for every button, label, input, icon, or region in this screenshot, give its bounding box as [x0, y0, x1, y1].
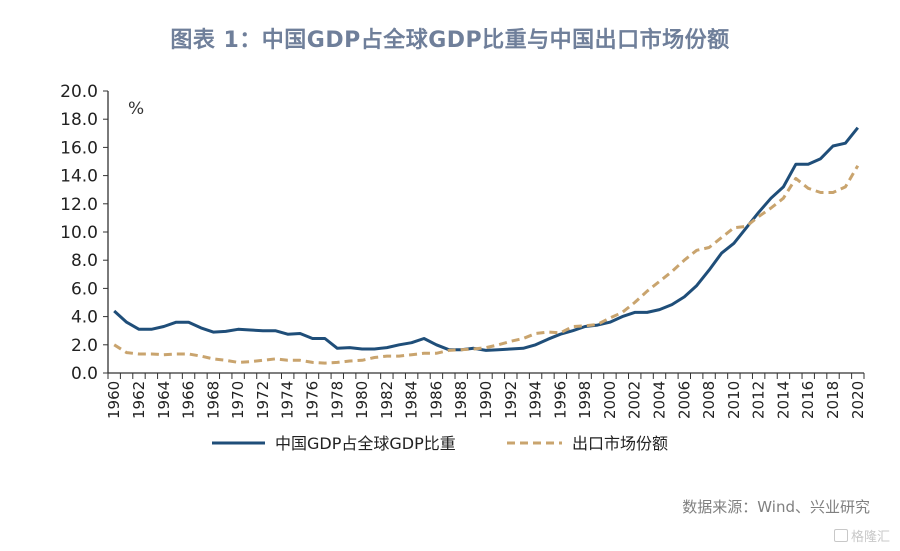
legend: 中国GDP占全球GDP比重 出口市场份额	[212, 434, 668, 453]
y-tick-label: 16.0	[60, 138, 98, 158]
x-tick-label: 2002	[626, 381, 644, 419]
x-tick-label: 1968	[204, 381, 222, 419]
x-tick-label: 1990	[477, 381, 495, 419]
y-tick-label: 6.0	[71, 279, 98, 299]
x-tick-label: 1960	[105, 381, 123, 419]
x-tick-label: 1966	[180, 381, 198, 419]
y-tick-label: 18.0	[60, 110, 98, 130]
x-tick-label: 1992	[502, 381, 520, 419]
series-line-export-share	[113, 164, 860, 365]
legend-label-export: 出口市场份额	[572, 434, 668, 453]
x-tick-label: 1974	[279, 381, 297, 419]
x-tick-label: 2018	[824, 381, 842, 419]
x-tick-label: 2012	[750, 381, 768, 419]
x-tick-label: 1996	[551, 381, 569, 419]
x-tick-label: 1962	[130, 381, 148, 419]
x-tick-label: 2008	[700, 381, 718, 419]
x-axis-ticks: 1960 1962 1964 1966 1968 1970 1972 1974 1976 1978…	[105, 373, 867, 419]
y-tick-label: 10.0	[60, 223, 98, 243]
watermark: 格隆汇	[833, 526, 890, 545]
x-tick-label: 1998	[576, 381, 594, 419]
chart-title: 图表 1：中国GDP占全球GDP比重与中国出口市场份额	[170, 28, 730, 53]
x-tick-label: 2000	[601, 381, 619, 419]
x-tick-label: 1982	[378, 381, 396, 419]
series-line-gdp-share	[113, 126, 859, 352]
x-tick-label: 2010	[725, 381, 743, 419]
watermark-logo-icon	[833, 529, 848, 542]
y-tick-label: 2.0	[71, 336, 98, 356]
y-tick-label: 14.0	[60, 167, 98, 187]
y-axis-unit-label: %	[128, 99, 144, 119]
y-tick-label: 12.0	[60, 195, 98, 215]
data-source-note: 数据来源：Wind、兴业研究	[682, 498, 870, 516]
series-lines	[113, 126, 860, 365]
x-tick-label: 1980	[353, 381, 371, 419]
watermark-text: 格隆汇	[850, 530, 890, 545]
x-tick-label: 1986	[427, 381, 445, 419]
y-tick-label: 8.0	[71, 251, 98, 271]
x-tick-label: 1978	[328, 381, 346, 419]
x-tick-label: 1972	[254, 381, 272, 419]
x-tick-label: 1994	[527, 381, 545, 419]
x-tick-label: 2004	[651, 381, 669, 419]
x-tick-label: 1984	[403, 381, 421, 419]
x-tick-label: 2020	[849, 381, 867, 419]
x-tick-label: 2014	[774, 381, 792, 419]
x-tick-label: 2006	[675, 381, 693, 419]
y-tick-label: 4.0	[71, 308, 98, 328]
x-tick-label: 1964	[155, 381, 173, 419]
legend-label-gdp: 中国GDP占全球GDP比重	[275, 434, 456, 453]
y-axis-ticks: 0.0 2.0 4.0 6.0 8.0 10.0 12.0 14.0 16.0 18.0 20.0	[60, 82, 108, 384]
x-tick-label: 1970	[229, 381, 247, 419]
x-tick-label: 1976	[303, 381, 321, 419]
x-tick-label: 1988	[452, 381, 470, 419]
y-tick-label: 0.0	[71, 364, 98, 384]
y-tick-label: 20.0	[60, 82, 98, 102]
x-tick-label: 2016	[799, 381, 817, 419]
